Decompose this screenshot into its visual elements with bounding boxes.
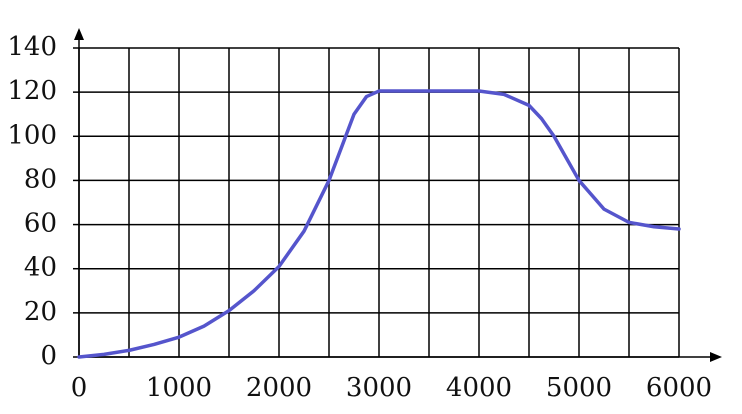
- x-tick-label: 1000: [146, 373, 212, 403]
- y-tick-label: 0: [40, 341, 57, 371]
- y-tick-label: 20: [24, 297, 57, 327]
- y-tick-label: 120: [7, 76, 57, 106]
- x-tick-label: 4000: [446, 373, 512, 403]
- y-tick-label: 100: [7, 120, 57, 150]
- x-tick-label: 6000: [646, 373, 712, 403]
- y-tick-label: 140: [7, 32, 57, 62]
- y-arrow: [74, 28, 84, 40]
- x-arrow: [710, 352, 722, 362]
- x-tick-label: 3000: [346, 373, 412, 403]
- y-tick-label: 40: [24, 253, 57, 283]
- line-series: [77, 89, 681, 359]
- x-tick-label: 0: [71, 373, 88, 403]
- y-tick-label: 80: [24, 164, 57, 194]
- x-tick-label: 2000: [246, 373, 312, 403]
- x-tick-label: 5000: [546, 373, 612, 403]
- y-tick-label: 60: [24, 209, 57, 239]
